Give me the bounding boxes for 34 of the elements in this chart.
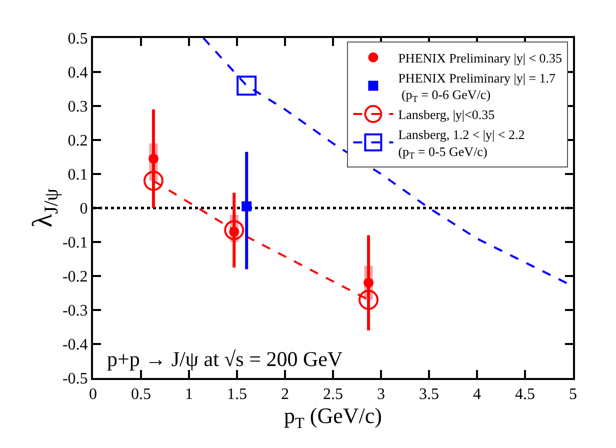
x-tick-label: 3 <box>377 386 385 404</box>
y-tick-label: 0.2 <box>68 132 88 150</box>
y-tick-label: -0.1 <box>62 234 88 252</box>
annotation: p+p → J/ψ at √s = 200 GeV <box>107 347 343 371</box>
legend-label: PHENIX Preliminary |y| = 1.7 (p$_{T}$ = 0-6 GeV/c) <box>398 70 556 104</box>
x-tick-label: 2.5 <box>323 386 343 404</box>
x-tick-label: 5 <box>569 386 577 404</box>
y-tick-label: -0.4 <box>62 336 88 354</box>
y-tick-label: -0.5 <box>62 370 88 388</box>
x-axis-title: p$_{T}$ (GeV/c) <box>284 403 382 432</box>
point <box>358 290 379 310</box>
point <box>242 201 252 212</box>
x-tick-label: 4 <box>473 386 481 404</box>
y-tick-label: 0.4 <box>68 64 88 82</box>
legend-label: Lansberg, |y|<0.35 <box>398 107 495 122</box>
point <box>364 278 374 288</box>
legend-label: Lansberg, 1.2 < |y| < 2.2 (p$_{T}$ = 0-5 GeV/c) <box>398 127 525 161</box>
x-tick-label: 2 <box>281 386 289 404</box>
point <box>224 220 244 240</box>
point <box>236 76 257 96</box>
y-tick-label: -0.3 <box>62 302 88 320</box>
x-tick-label: 3.5 <box>419 386 439 404</box>
legend-label: PHENIX Preliminary |y| < 0.35 <box>398 50 562 66</box>
y-tick-label: 0.5 <box>68 30 88 48</box>
x-tick-label: 0.5 <box>131 386 151 404</box>
y-tick-label: -0.2 <box>62 268 88 286</box>
x-tick-label: 1 <box>185 386 193 404</box>
y-tick-label: 0.1 <box>68 166 88 184</box>
x-tick-label: 1.5 <box>227 386 247 404</box>
y-tick-label: 0.3 <box>68 98 88 116</box>
x-tick-label: 4.5 <box>515 386 535 404</box>
y-tick-label: 0 <box>80 200 88 218</box>
point <box>143 170 164 191</box>
point <box>148 154 158 164</box>
